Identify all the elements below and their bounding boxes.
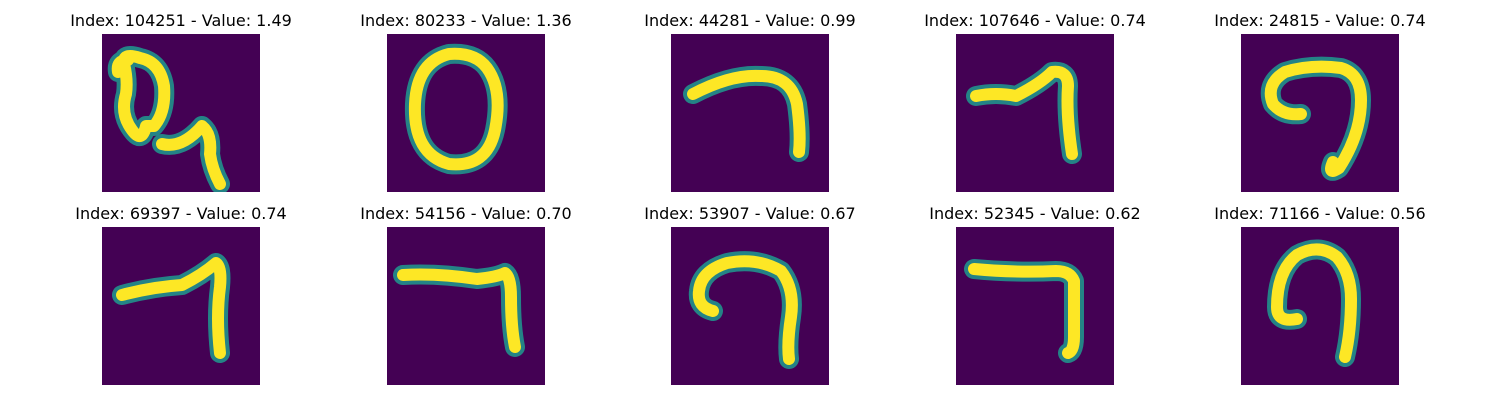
panel-title: Index: 71166 - Value: 0.56 bbox=[1214, 204, 1426, 223]
digit-image bbox=[387, 34, 545, 192]
panel-value: 1.36 bbox=[536, 11, 572, 30]
panel-value: 0.67 bbox=[820, 204, 856, 223]
glyph-hook-c bbox=[1241, 34, 1399, 192]
panel-value: 1.49 bbox=[256, 11, 292, 30]
panel-value: 0.99 bbox=[820, 11, 856, 30]
panel-value: 0.70 bbox=[536, 204, 572, 223]
glyph-seven-c bbox=[956, 227, 1114, 385]
panel-index: 71166 bbox=[1268, 204, 1320, 223]
image-panel: Index: 44281 - Value: 0.99 bbox=[620, 11, 880, 201]
image-panel: Index: 107646 - Value: 0.74 bbox=[905, 11, 1165, 201]
panel-title: Index: 44281 - Value: 0.99 bbox=[644, 11, 856, 30]
digit-image bbox=[671, 34, 829, 192]
panel-index: 104251 bbox=[124, 11, 186, 30]
image-panel: Index: 54156 - Value: 0.70 bbox=[336, 204, 596, 394]
glyph-o-ring bbox=[387, 34, 545, 192]
image-panel: Index: 71166 - Value: 0.56 bbox=[1190, 204, 1450, 394]
panel-title: Index: 69397 - Value: 0.74 bbox=[75, 204, 287, 223]
glyph-hook-b bbox=[956, 34, 1114, 192]
digit-image bbox=[102, 34, 260, 192]
image-panel: Index: 53907 - Value: 0.67 bbox=[620, 204, 880, 394]
panel-title: Index: 24815 - Value: 0.74 bbox=[1214, 11, 1426, 30]
image-panel: Index: 80233 - Value: 1.36 bbox=[336, 11, 596, 201]
panel-index: 107646 bbox=[978, 11, 1040, 30]
glyph-hook-d bbox=[671, 227, 829, 385]
image-panel: Index: 104251 - Value: 1.49 bbox=[51, 11, 311, 201]
panel-value: 0.56 bbox=[1390, 204, 1426, 223]
panel-title: Index: 104251 - Value: 1.49 bbox=[70, 11, 292, 30]
panel-index: 54156 bbox=[414, 204, 466, 223]
panel-index: 44281 bbox=[698, 11, 750, 30]
image-panel: Index: 24815 - Value: 0.74 bbox=[1190, 11, 1450, 201]
panel-index: 53907 bbox=[698, 204, 750, 223]
digit-image bbox=[387, 227, 545, 385]
panel-title: Index: 53907 - Value: 0.67 bbox=[644, 204, 856, 223]
panel-title: Index: 80233 - Value: 1.36 bbox=[360, 11, 572, 30]
glyph-q-shape bbox=[102, 34, 260, 192]
panel-title: Index: 54156 - Value: 0.70 bbox=[360, 204, 572, 223]
panel-value: 0.74 bbox=[251, 204, 287, 223]
digit-image bbox=[671, 227, 829, 385]
digit-image bbox=[1241, 34, 1399, 192]
panel-value: 0.74 bbox=[1390, 11, 1426, 30]
glyph-hook-e bbox=[1241, 227, 1399, 385]
image-panel: Index: 69397 - Value: 0.74 bbox=[51, 204, 311, 394]
panel-value: 0.74 bbox=[1110, 11, 1146, 30]
image-panel: Index: 52345 - Value: 0.62 bbox=[905, 204, 1165, 394]
digit-image bbox=[956, 34, 1114, 192]
panel-index: 52345 bbox=[983, 204, 1035, 223]
digit-image bbox=[956, 227, 1114, 385]
digit-image bbox=[1241, 227, 1399, 385]
panel-index: 80233 bbox=[414, 11, 466, 30]
panel-title: Index: 107646 - Value: 0.74 bbox=[924, 11, 1146, 30]
panel-index: 24815 bbox=[1268, 11, 1320, 30]
panel-index: 69397 bbox=[129, 204, 181, 223]
glyph-seven-b bbox=[387, 227, 545, 385]
panel-title: Index: 52345 - Value: 0.62 bbox=[929, 204, 1141, 223]
glyph-hook-a bbox=[671, 34, 829, 192]
glyph-seven-a bbox=[102, 227, 260, 385]
panel-value: 0.62 bbox=[1105, 204, 1141, 223]
digit-image bbox=[102, 227, 260, 385]
